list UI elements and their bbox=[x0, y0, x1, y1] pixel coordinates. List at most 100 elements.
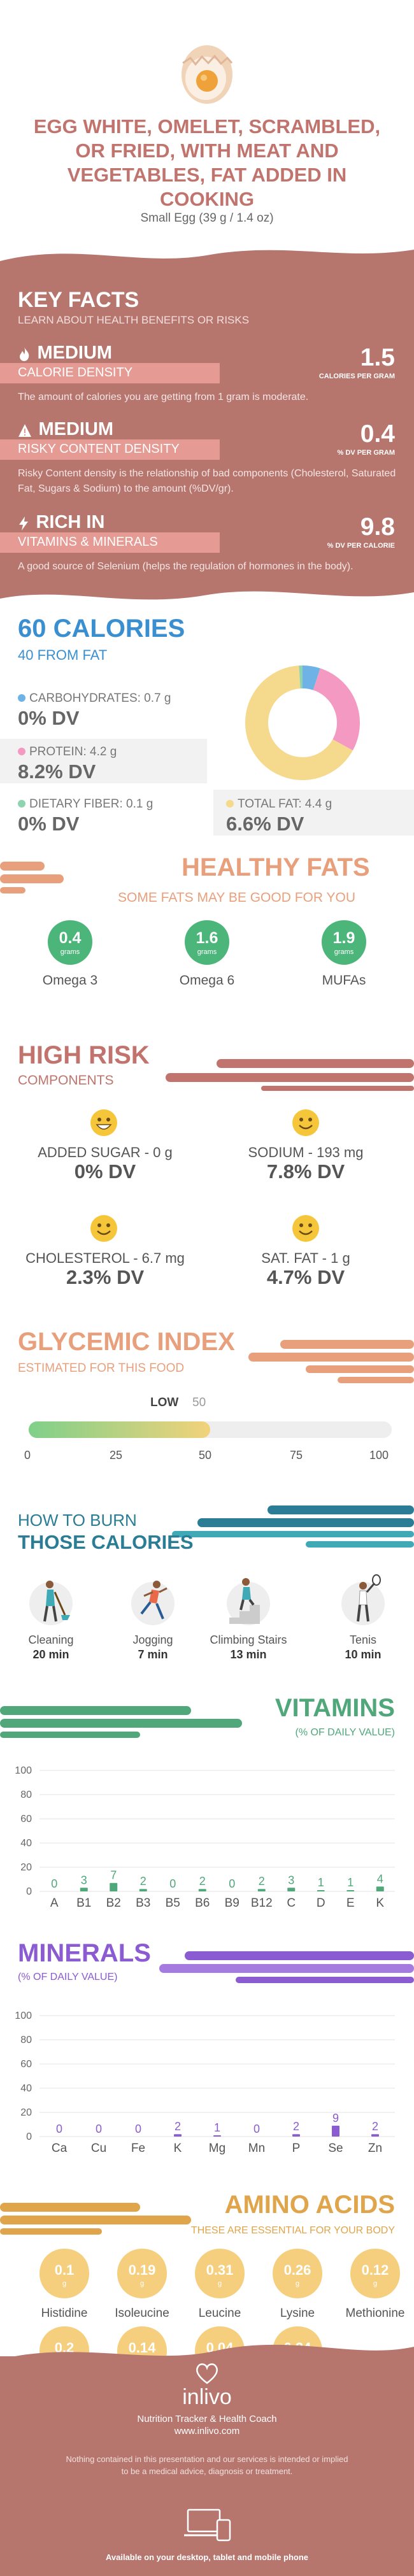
calories-title: 60 CALORIES bbox=[18, 615, 185, 643]
donut-slice-protein bbox=[312, 668, 360, 751]
healthy-fats-title: HEALTHY FATS bbox=[182, 853, 370, 881]
donut-slice-fat bbox=[245, 665, 353, 780]
y-tick-label: 100 bbox=[15, 2010, 32, 2021]
bar-B12 bbox=[257, 1889, 266, 1891]
page-title: EGG WHITE, OMELET, SCRAMBLED, OR FRIED, … bbox=[33, 115, 381, 210]
amino-name: Lysine bbox=[280, 2307, 315, 2320]
brand-name: inlivo bbox=[182, 2385, 232, 2409]
category-label: B3 bbox=[136, 1896, 150, 1910]
category-label: B1 bbox=[76, 1896, 91, 1910]
bar-Mg bbox=[213, 2135, 221, 2137]
glycemic-tick: 0 bbox=[24, 1449, 31, 1462]
amino-value: 0.14 bbox=[128, 2340, 156, 2356]
minerals-bar-chart: 100 80 60 40 20 0 0 Ca 0 Cu 0 Fe 2 K 1 Mg 0 Mn 2 P 9 Se 2 Zn bbox=[15, 2010, 395, 2155]
amino-title: AMINO ACIDS bbox=[224, 2191, 395, 2219]
risk-sodium-dv: 7.8% DV bbox=[266, 1160, 345, 1183]
fact-value: 9.8 bbox=[360, 513, 395, 541]
y-tick-label: 20 bbox=[20, 2107, 32, 2118]
glycemic-tick: 25 bbox=[110, 1449, 123, 1462]
fact-value: 1.5 bbox=[360, 344, 395, 371]
amino-name: Histidine bbox=[41, 2307, 88, 2320]
burn-title-line2: THOSE CALORIES bbox=[18, 1531, 194, 1553]
amino-unit: g bbox=[217, 2280, 222, 2288]
fat-name: MUFAs bbox=[322, 973, 366, 988]
amino-unit: g bbox=[295, 2280, 300, 2288]
y-tick-label: 60 bbox=[20, 1814, 32, 1825]
fact-tag bbox=[0, 532, 220, 553]
activity-time: 20 min bbox=[32, 1648, 69, 1661]
glycemic-tick: 100 bbox=[369, 1449, 389, 1462]
amino-stripes bbox=[0, 2203, 191, 2235]
bar-value-label: 0 bbox=[56, 2123, 62, 2135]
category-label: D bbox=[317, 1896, 325, 1910]
serving-size: Small Egg (39 g / 1.4 oz) bbox=[140, 211, 274, 225]
activity-time: 7 min bbox=[138, 1648, 168, 1661]
availability-note: Available on your desktop, tablet and mo… bbox=[105, 2552, 309, 2562]
stairs-icon bbox=[223, 1573, 274, 1633]
bar-value-label: 0 bbox=[169, 1877, 176, 1890]
bar-Zn bbox=[371, 2134, 379, 2137]
smile-icon bbox=[89, 1214, 118, 1246]
fact-name: CALORIE DENSITY bbox=[18, 366, 133, 380]
category-label: Mn bbox=[248, 2142, 265, 2155]
y-tick-label: 80 bbox=[20, 2035, 32, 2046]
macro-protein-dv: 8.2% DV bbox=[18, 760, 96, 783]
category-label: Fe bbox=[131, 2142, 145, 2155]
category-label: B9 bbox=[225, 1896, 239, 1910]
bar-value-label: 2 bbox=[199, 1875, 206, 1888]
risk-added-sugar-dv: 0% DV bbox=[74, 1160, 136, 1183]
bolt-icon bbox=[18, 516, 29, 534]
jogging-icon bbox=[127, 1573, 178, 1633]
macro-donut-chart bbox=[245, 665, 360, 780]
bar-value-label: 1 bbox=[214, 2121, 220, 2134]
burn-stripes bbox=[172, 1505, 414, 1548]
category-label: C bbox=[287, 1896, 296, 1910]
category-label: B12 bbox=[251, 1896, 273, 1910]
fact-name: VITAMINS & MINERALS bbox=[18, 535, 158, 549]
smile-icon bbox=[291, 1214, 320, 1246]
heart-logo-icon bbox=[194, 2363, 220, 2387]
amino-unit: g bbox=[139, 2280, 145, 2288]
amino-value: 0.26 bbox=[283, 2262, 311, 2278]
macro-fiber-label: DIETARY FIBER: 0.1 g bbox=[18, 797, 153, 811]
fact-tag bbox=[0, 439, 220, 460]
bar-B2 bbox=[110, 1882, 118, 1891]
glycemic-stripes bbox=[248, 1340, 414, 1383]
healthy-fats-stripes bbox=[0, 862, 64, 893]
bar-value-label: 4 bbox=[377, 1872, 383, 1885]
bar-value-label: 0 bbox=[253, 2123, 260, 2135]
fact-unit: % DV PER GRAM bbox=[337, 449, 395, 457]
fiber-dot bbox=[18, 800, 25, 808]
high-risk-subtitle: COMPONENTS bbox=[18, 1073, 114, 1088]
calories-from-fat: 40 FROM FAT bbox=[18, 647, 108, 663]
bar-K bbox=[174, 2134, 182, 2137]
amino-value: 0.31 bbox=[206, 2262, 234, 2278]
fact-description: Risky Content density is the relationshi… bbox=[18, 468, 396, 494]
macro-fiber-dv: 0% DV bbox=[18, 813, 80, 835]
activity-name: Climbing Stairs bbox=[210, 1633, 287, 1646]
amino-value: 0.1 bbox=[54, 2262, 75, 2278]
bar-value-label: 0 bbox=[229, 1877, 235, 1890]
amino-name: Methionine bbox=[345, 2307, 405, 2320]
glycemic-tick: 75 bbox=[290, 1449, 303, 1462]
amino-name: Leucine bbox=[198, 2307, 241, 2320]
glycemic-level: LOW bbox=[150, 1396, 179, 1409]
glycemic-subtitle: ESTIMATED FOR THIS FOOD bbox=[18, 1362, 185, 1375]
glycemic-tick: 50 bbox=[199, 1449, 212, 1462]
burn-title-line1: HOW TO BURN bbox=[18, 1511, 137, 1530]
fat-badge: 1.9 grams bbox=[320, 919, 368, 966]
minerals-title: MINERALS bbox=[18, 1939, 151, 1967]
amino-badge: 0.19 g bbox=[115, 2247, 169, 2300]
bar-C bbox=[287, 1888, 296, 1891]
y-tick-label: 0 bbox=[26, 2131, 32, 2142]
disclaimer: Nothing contained in this presentation a… bbox=[66, 2454, 348, 2476]
risk-sat-fat-dv: 4.7% DV bbox=[266, 1266, 345, 1288]
fat-name: Omega 3 bbox=[42, 973, 98, 988]
fat-dot bbox=[226, 800, 234, 808]
bar-D bbox=[317, 1890, 325, 1891]
bar-value-label: 0 bbox=[51, 1877, 57, 1890]
brand-url[interactable]: www.inlivo.com bbox=[174, 2426, 240, 2437]
category-label: Mg bbox=[209, 2142, 225, 2155]
y-tick-label: 40 bbox=[20, 2083, 32, 2094]
grin-icon bbox=[89, 1108, 118, 1141]
